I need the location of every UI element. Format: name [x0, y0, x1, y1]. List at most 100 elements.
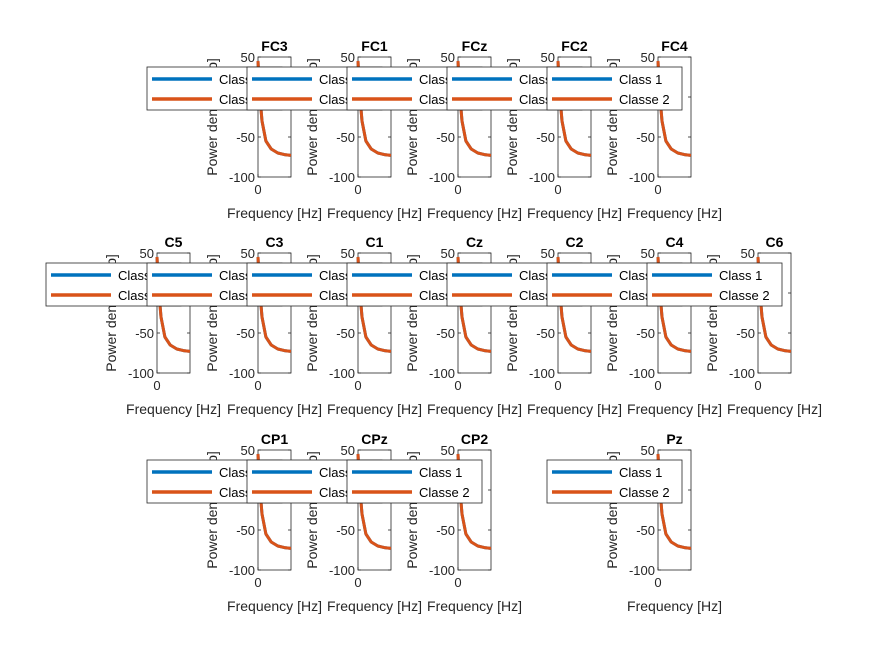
y-tick-label: 50 [541, 50, 555, 65]
y-tick-label: -50 [736, 326, 755, 341]
y-tick-label: -50 [236, 326, 255, 341]
x-axis-label: Frequency [Hz] [227, 205, 322, 221]
y-tick-label: 50 [741, 246, 755, 261]
x-axis-label: Frequency [Hz] [627, 401, 722, 417]
y-tick-label: -100 [429, 563, 455, 578]
subplot-title: C4 [666, 234, 684, 250]
y-tick-label: -100 [229, 563, 255, 578]
x-tick-label: 0 [654, 378, 661, 393]
y-tick-label: -50 [436, 523, 455, 538]
subplot-title: C3 [266, 234, 284, 250]
y-tick-label: 50 [140, 246, 154, 261]
legend-entry-label: Classe 2 [719, 288, 770, 303]
x-axis-label: Frequency [Hz] [327, 205, 422, 221]
y-tick-label: -50 [236, 130, 255, 145]
x-tick-label: 0 [554, 378, 561, 393]
y-tick-label: 50 [441, 50, 455, 65]
y-tick-label: -50 [135, 326, 154, 341]
x-tick-label: 0 [354, 575, 361, 590]
x-axis-label: Frequency [Hz] [427, 205, 522, 221]
y-tick-label: 50 [641, 50, 655, 65]
y-tick-label: -50 [336, 326, 355, 341]
legend-entry-label: Classe 2 [419, 485, 470, 500]
y-tick-label: -100 [329, 563, 355, 578]
legends-layer: Class 1 Classe 2 Class 1 Classe 2 Class 1 Cla… [45, 66, 783, 504]
subplot-title: C1 [366, 234, 384, 250]
subplot-title: FC4 [661, 38, 688, 54]
y-tick-label: 50 [441, 443, 455, 458]
subplot-title: C6 [766, 234, 784, 250]
legend-pz: Class 1 Classe 2 [546, 459, 683, 504]
y-tick-label: -100 [429, 170, 455, 185]
legend-entry-label: Class 1 [619, 72, 662, 87]
subplot-title: FC1 [361, 38, 388, 54]
x-axis-label: Frequency [Hz] [126, 401, 221, 417]
subplot-title: Pz [666, 431, 682, 447]
y-tick-label: -50 [336, 130, 355, 145]
y-tick-label: 50 [441, 246, 455, 261]
x-axis-label: Frequency [Hz] [327, 598, 422, 614]
y-tick-label: -100 [629, 366, 655, 381]
subplot-title: CP2 [461, 431, 488, 447]
x-tick-label: 0 [554, 182, 561, 197]
y-tick-label: -100 [529, 366, 555, 381]
y-tick-label: 50 [641, 246, 655, 261]
y-tick-label: -50 [436, 326, 455, 341]
y-tick-label: -100 [629, 170, 655, 185]
y-tick-label: -100 [329, 366, 355, 381]
legend-entry-label: Class 1 [419, 465, 462, 480]
y-tick-label: 50 [241, 246, 255, 261]
x-tick-label: 0 [153, 378, 160, 393]
x-tick-label: 0 [454, 182, 461, 197]
subplot-title: CP1 [261, 431, 288, 447]
y-tick-label: 50 [341, 50, 355, 65]
legend-cp2: Class 1 Classe 2 [346, 459, 483, 504]
y-tick-label: -100 [429, 366, 455, 381]
y-tick-label: -50 [436, 130, 455, 145]
x-axis-label: Frequency [Hz] [527, 401, 622, 417]
legend-entry-label: Classe 2 [619, 92, 670, 107]
x-axis-label: Frequency [Hz] [527, 205, 622, 221]
x-axis-label: Frequency [Hz] [427, 598, 522, 614]
x-tick-label: 0 [454, 378, 461, 393]
y-tick-label: 50 [341, 246, 355, 261]
x-tick-label: 0 [654, 575, 661, 590]
y-tick-label: 50 [241, 50, 255, 65]
x-tick-label: 0 [254, 575, 261, 590]
y-tick-label: 50 [341, 443, 355, 458]
subplot-title: CPz [361, 431, 387, 447]
legend-entry-label: Class 1 [719, 268, 762, 283]
x-axis-label: Frequency [Hz] [427, 401, 522, 417]
x-tick-label: 0 [254, 378, 261, 393]
x-axis-label: Frequency [Hz] [327, 401, 422, 417]
legend-box [646, 262, 783, 307]
y-tick-label: -50 [536, 326, 555, 341]
legend-c6: Class 1 Classe 2 [646, 262, 783, 307]
y-tick-label: -50 [636, 523, 655, 538]
subplot-title: FC3 [261, 38, 288, 54]
y-tick-label: -50 [536, 130, 555, 145]
x-tick-label: 0 [354, 182, 361, 197]
x-axis-label: Frequency [Hz] [627, 598, 722, 614]
legend-box [346, 459, 483, 504]
y-tick-label: 50 [241, 443, 255, 458]
y-tick-label: 50 [541, 246, 555, 261]
legend-entry-label: Classe 2 [619, 485, 670, 500]
y-tick-label: -100 [229, 170, 255, 185]
subplot-title: FC2 [561, 38, 588, 54]
subplot-title: C2 [566, 234, 584, 250]
x-axis-label: Frequency [Hz] [227, 401, 322, 417]
x-tick-label: 0 [454, 575, 461, 590]
y-tick-label: -100 [229, 366, 255, 381]
y-tick-label: -100 [529, 170, 555, 185]
y-tick-label: -100 [329, 170, 355, 185]
x-tick-label: 0 [354, 378, 361, 393]
